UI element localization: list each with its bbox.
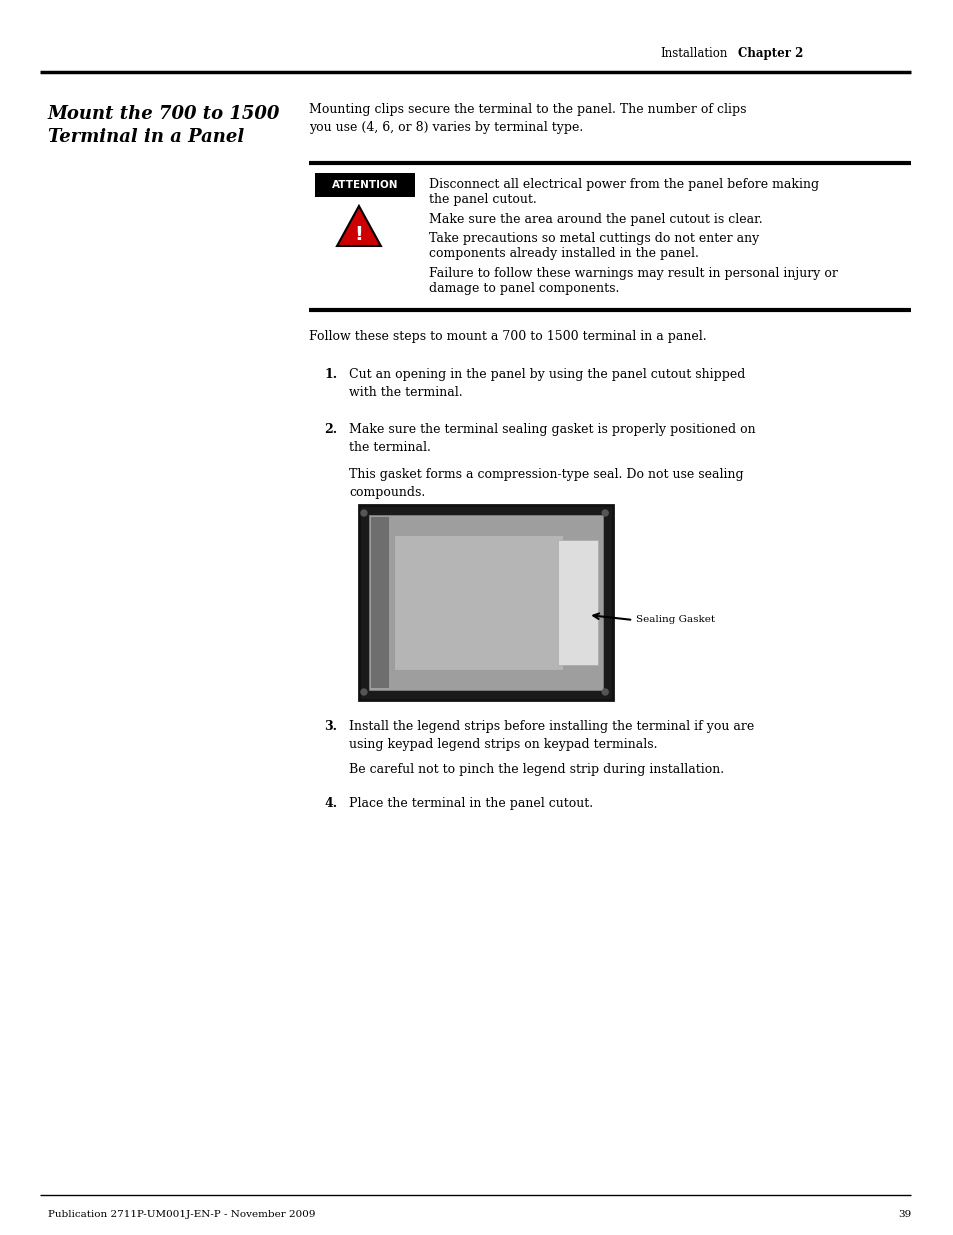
- Text: 1.: 1.: [324, 368, 336, 382]
- FancyBboxPatch shape: [358, 505, 613, 700]
- Circle shape: [360, 689, 367, 695]
- Text: Cut an opening in the panel by using the panel cutout shipped
with the terminal.: Cut an opening in the panel by using the…: [349, 368, 744, 399]
- Text: Chapter 2: Chapter 2: [737, 47, 802, 61]
- Text: components already installed in the panel.: components already installed in the pane…: [428, 247, 698, 261]
- Text: Mounting clips secure the terminal to the panel. The number of clips
you use (4,: Mounting clips secure the terminal to th…: [309, 103, 746, 135]
- Text: Install the legend strips before installing the terminal if you are
using keypad: Install the legend strips before install…: [349, 720, 754, 751]
- Text: 39: 39: [897, 1210, 910, 1219]
- Text: Sealing Gasket: Sealing Gasket: [636, 615, 715, 625]
- Text: 4.: 4.: [324, 797, 336, 810]
- Text: Installation: Installation: [659, 47, 727, 61]
- Text: Publication 2711P-UM001J-EN-P - November 2009: Publication 2711P-UM001J-EN-P - November…: [48, 1210, 315, 1219]
- Text: Mount the 700 to 1500: Mount the 700 to 1500: [48, 105, 280, 124]
- Text: Failure to follow these warnings may result in personal injury or: Failure to follow these warnings may res…: [428, 267, 837, 280]
- Circle shape: [601, 510, 608, 516]
- FancyBboxPatch shape: [369, 515, 602, 690]
- Text: Disconnect all electrical power from the panel before making: Disconnect all electrical power from the…: [428, 178, 818, 191]
- Text: Be careful not to pinch the legend strip during installation.: Be careful not to pinch the legend strip…: [349, 763, 723, 776]
- Circle shape: [601, 689, 608, 695]
- Text: ATTENTION: ATTENTION: [332, 180, 397, 190]
- Text: the panel cutout.: the panel cutout.: [428, 193, 536, 206]
- Text: Follow these steps to mount a 700 to 1500 terminal in a panel.: Follow these steps to mount a 700 to 150…: [309, 330, 706, 343]
- Text: Take precautions so metal cuttings do not enter any: Take precautions so metal cuttings do no…: [428, 232, 759, 245]
- Text: Make sure the area around the panel cutout is clear.: Make sure the area around the panel cuto…: [428, 212, 761, 226]
- Text: Place the terminal in the panel cutout.: Place the terminal in the panel cutout.: [349, 797, 593, 810]
- Text: 2.: 2.: [324, 424, 336, 436]
- Text: Terminal in a Panel: Terminal in a Panel: [48, 128, 244, 146]
- FancyBboxPatch shape: [314, 173, 415, 198]
- Text: 3.: 3.: [324, 720, 336, 734]
- Text: damage to panel components.: damage to panel components.: [428, 282, 618, 295]
- Polygon shape: [336, 206, 380, 246]
- Text: Make sure the terminal sealing gasket is properly positioned on
the terminal.: Make sure the terminal sealing gasket is…: [349, 424, 755, 454]
- Circle shape: [360, 510, 367, 516]
- Text: This gasket forms a compression-type seal. Do not use sealing
compounds.: This gasket forms a compression-type sea…: [349, 468, 742, 499]
- FancyBboxPatch shape: [371, 517, 389, 688]
- FancyBboxPatch shape: [558, 540, 598, 664]
- FancyBboxPatch shape: [394, 535, 563, 671]
- Text: !: !: [355, 226, 363, 245]
